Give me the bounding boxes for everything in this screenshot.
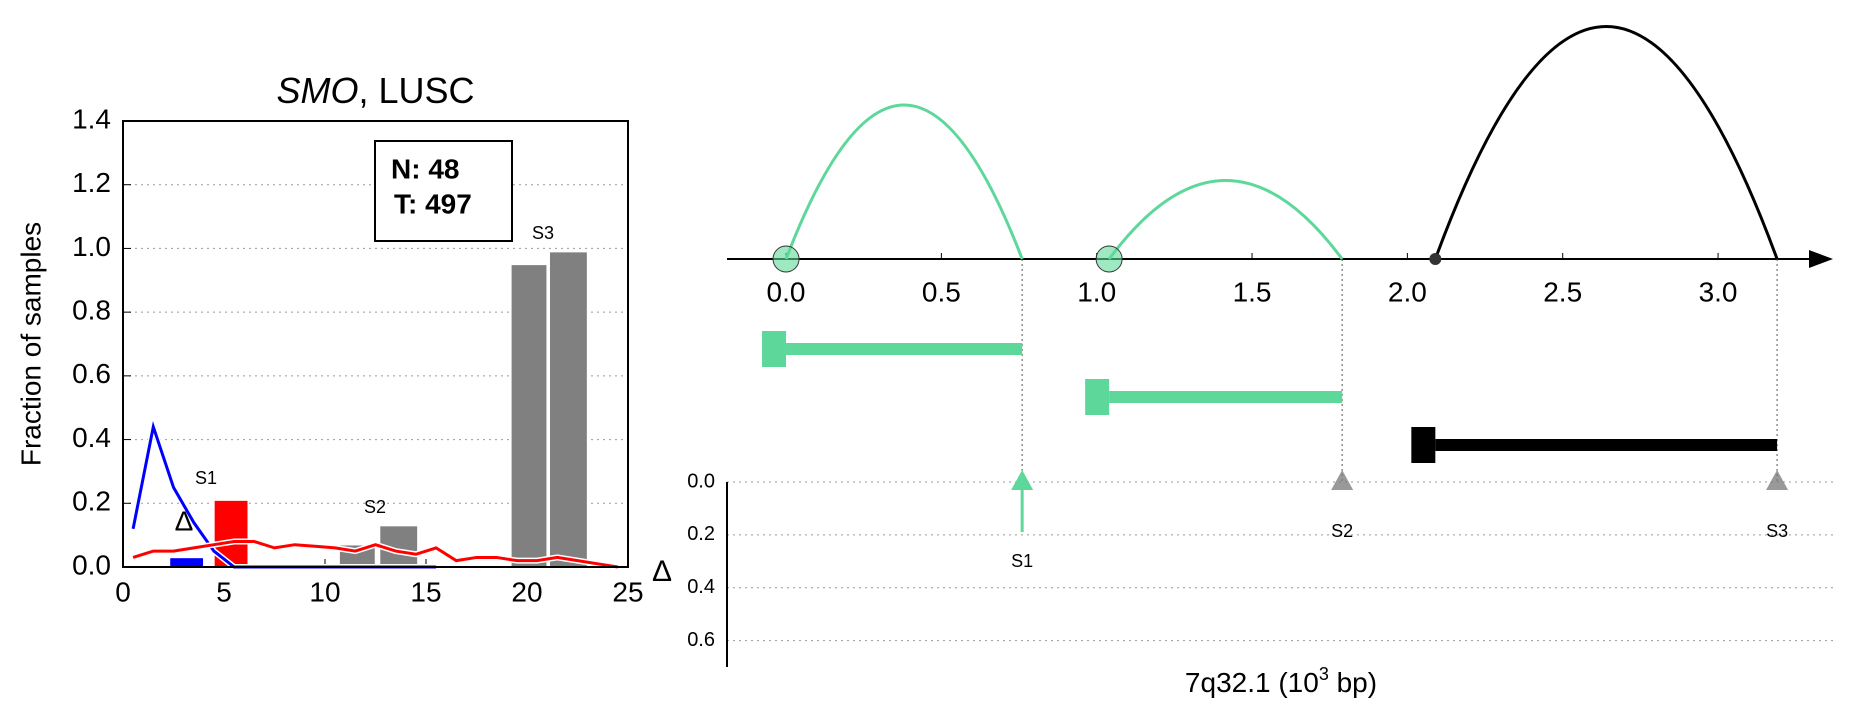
- x-tick-label: 0: [115, 576, 131, 607]
- element-block: [1085, 379, 1110, 415]
- stats-text: N: 48: [391, 153, 459, 184]
- y-tick-label: 0.2: [72, 486, 111, 517]
- bar: [548, 250, 589, 568]
- y-tick-label: 0.4: [72, 422, 111, 453]
- stats-box: [374, 140, 513, 242]
- arc: [1107, 179, 1344, 260]
- x-tick-label: 20: [511, 576, 542, 607]
- x-tick-label: 15: [410, 576, 441, 607]
- y-tick-label: 1.0: [72, 231, 111, 262]
- arc: [1433, 24, 1779, 260]
- marker: [1766, 470, 1789, 490]
- annotation: S3: [532, 223, 554, 243]
- line: [132, 540, 619, 569]
- start-marker: [1429, 253, 1442, 265]
- bar: [510, 263, 548, 568]
- x-tick-label: 2.5: [1543, 276, 1582, 307]
- annotation: Δ: [175, 505, 194, 536]
- x-tick-label: 5: [216, 576, 232, 607]
- title-part: SMO: [276, 70, 358, 111]
- marker-label: S3: [1766, 521, 1788, 541]
- bar: [168, 556, 205, 568]
- marker-label: S1: [1011, 551, 1033, 571]
- annotation: S2: [364, 497, 386, 517]
- y-tick-label: 0.0: [72, 549, 111, 580]
- element-bar: [786, 343, 1023, 355]
- x-tick-label: 2.0: [1388, 276, 1427, 307]
- x-axis-arrow: [1809, 250, 1833, 268]
- chart-title: SMO, LUSC: [276, 70, 474, 111]
- marker-label: S2: [1331, 521, 1353, 541]
- x-axis-label: 7q32.1 (103 bp): [1185, 664, 1377, 699]
- x-label-part: 7q32.1 (10: [1185, 667, 1319, 698]
- x-label-part: bp): [1329, 667, 1377, 698]
- y-tick-label: 1.2: [72, 167, 111, 198]
- start-marker: [772, 245, 800, 273]
- y-tick-label: 0.8: [72, 295, 111, 326]
- arc: [784, 103, 1024, 260]
- marker: [1011, 470, 1034, 490]
- marker: [1331, 470, 1354, 490]
- stats-text: T: 497: [394, 188, 472, 219]
- x-tick-label: 1.0: [1077, 276, 1116, 307]
- title-part: , LUSC: [358, 70, 474, 111]
- element-block: [1411, 427, 1436, 463]
- annotation: S1: [195, 468, 217, 488]
- y-tick-label: 0.4: [687, 576, 715, 598]
- x-tick-label: 10: [309, 576, 340, 607]
- x-tick-label: 0.5: [922, 276, 961, 307]
- x-tick-label: 25: [612, 576, 643, 607]
- start-marker: [1095, 245, 1123, 273]
- x-tick-label: 0.0: [767, 276, 806, 307]
- x-tick-label: 3.0: [1699, 276, 1738, 307]
- plot-frame: [122, 120, 629, 568]
- x-tick-label: 1.5: [1233, 276, 1272, 307]
- x-label-part: 3: [1319, 664, 1329, 684]
- y-tick-label: 1.4: [72, 103, 111, 134]
- y-axis-label: Δ: [652, 555, 672, 588]
- y-axis-label: Fraction of samples: [15, 222, 46, 466]
- y-tick-label: 0.6: [687, 629, 715, 651]
- y-tick-label: 0.2: [687, 523, 715, 545]
- element-bar: [1435, 439, 1778, 451]
- y-tick-label: 0.0: [687, 470, 715, 492]
- element-bar: [1109, 391, 1343, 403]
- element-block: [762, 331, 787, 367]
- y-tick-label: 0.6: [72, 358, 111, 389]
